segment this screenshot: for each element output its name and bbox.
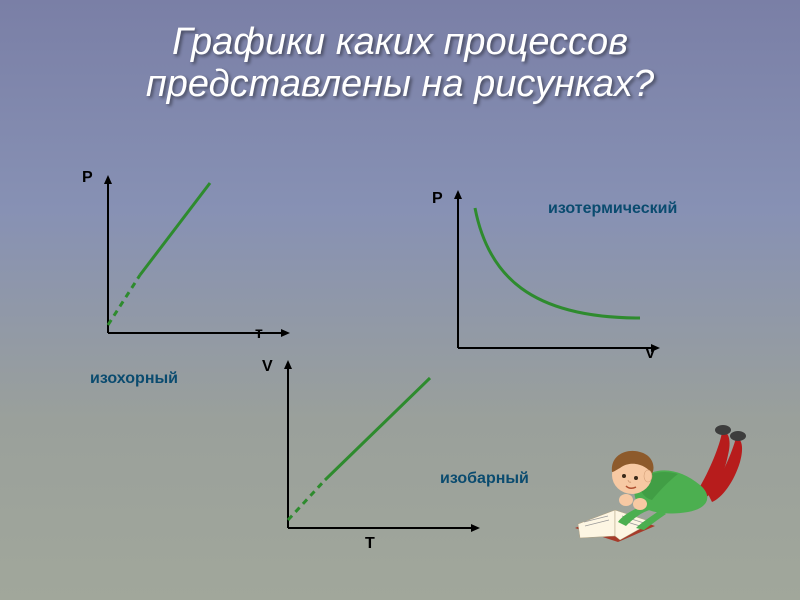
- chart-isothermal: P V изотермический: [450, 190, 660, 360]
- axis-y-label: P: [82, 169, 93, 187]
- axis-y-label: P: [432, 190, 443, 208]
- chart-isochoric-svg: [100, 175, 290, 345]
- boy-reading-illustration: [570, 420, 750, 550]
- process-label-isobaric: изобарный: [440, 470, 529, 488]
- boy-svg: [570, 420, 750, 550]
- axis-x-label: T: [365, 535, 375, 553]
- title-line-1: Графики каких процессов: [0, 22, 800, 64]
- title-line-2: представлены на рисунках?: [0, 64, 800, 106]
- process-label-isothermal: изотермический: [548, 200, 677, 218]
- axis-y-label: V: [262, 358, 273, 376]
- axis-x-label: V: [645, 345, 656, 363]
- stage: { "title": { "line1": "Графики каких про…: [0, 0, 800, 600]
- chart-isochoric: P т изохорный: [100, 175, 290, 345]
- process-label-isochoric: изохорный: [90, 370, 178, 388]
- axis-x-label: т: [255, 325, 263, 343]
- chart-isobaric: V T изобарный: [280, 360, 480, 540]
- chart-isobaric-svg: [280, 360, 480, 540]
